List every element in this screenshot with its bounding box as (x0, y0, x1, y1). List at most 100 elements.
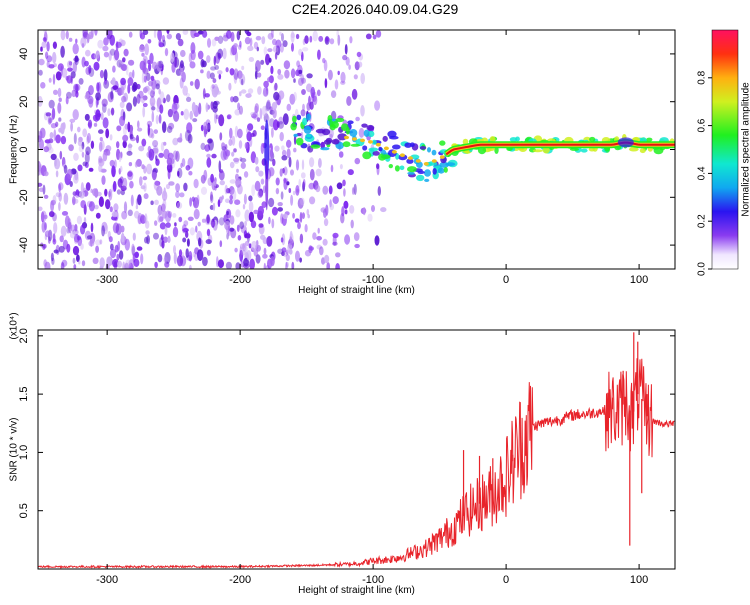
noise-blob (306, 73, 313, 79)
noise-blob (213, 55, 216, 66)
noise-blob (102, 103, 107, 113)
ridge-blob (349, 129, 358, 137)
noise-blob (354, 61, 360, 71)
noise-blob (322, 57, 326, 64)
noise-blob (245, 93, 252, 98)
noise-blob (85, 49, 91, 57)
noise-blob (117, 240, 121, 252)
noise-blob (218, 73, 222, 80)
noise-blob (319, 246, 324, 256)
ridge-blob (617, 137, 634, 148)
noise-blob (141, 96, 145, 104)
noise-blob (38, 206, 43, 212)
noise-blob (105, 199, 111, 210)
noise-blob (289, 233, 294, 245)
noise-blob (316, 89, 321, 97)
noise-blob (100, 112, 104, 121)
bottom-y-tick-label: 2.0 (18, 328, 30, 343)
noise-blob (180, 162, 183, 169)
noise-blob (119, 115, 125, 127)
noise-blob (328, 128, 334, 138)
noise-blob (122, 140, 127, 149)
noise-blob (187, 133, 193, 144)
noise-blob (344, 44, 348, 55)
noise-blob (332, 241, 338, 246)
noise-blob (296, 60, 300, 68)
noise-blob (248, 243, 252, 249)
noise-blob (82, 161, 88, 167)
snr-line (38, 358, 675, 569)
noise-blob (118, 152, 122, 163)
noise-blob (60, 45, 65, 58)
noise-blob (145, 230, 150, 235)
noise-blob (205, 239, 212, 245)
noise-blob (301, 159, 305, 170)
noise-blob (374, 235, 380, 246)
noise-blob (298, 77, 304, 86)
ridge-core-dot (439, 155, 445, 159)
noise-blob (142, 55, 148, 65)
noise-blob (317, 227, 320, 234)
noise-blob (203, 169, 208, 181)
noise-blob (220, 149, 227, 161)
noise-blob (142, 106, 146, 118)
noise-blob (247, 88, 254, 94)
noise-blob (194, 78, 200, 90)
bottom-y-multiplier: (x10⁴) (9, 312, 20, 339)
noise-blob (322, 185, 329, 195)
noise-blob (42, 243, 47, 249)
ridge-blob (646, 137, 653, 142)
noise-blob (291, 261, 295, 269)
noise-blob (81, 141, 85, 150)
noise-blob (53, 222, 58, 234)
noise-blob (108, 190, 111, 198)
streak-blob (265, 160, 269, 211)
bottom-y-tick-label: 1.5 (18, 386, 30, 401)
noise-blob (278, 116, 284, 125)
ridge-blob (392, 144, 401, 150)
noise-blob (111, 165, 116, 178)
noise-blob (222, 47, 227, 60)
noise-blob (75, 84, 79, 94)
noise-blob (157, 214, 162, 223)
noise-blob (286, 103, 292, 111)
noise-blob (173, 252, 177, 265)
noise-blob (113, 203, 119, 212)
noise-blob (209, 72, 215, 80)
ridge-blob (310, 144, 321, 149)
noise-blob (142, 64, 147, 74)
noise-blob (360, 105, 365, 117)
noise-blob (111, 211, 118, 218)
noise-blob (38, 135, 42, 143)
noise-blob (348, 64, 351, 70)
noise-blob (43, 259, 47, 267)
noise-blob (122, 125, 127, 136)
noise-blob (93, 53, 100, 60)
noise-blob (151, 111, 155, 123)
noise-blob (288, 156, 292, 168)
noise-blob (126, 102, 133, 112)
noise-blob (334, 79, 339, 90)
noise-blob (284, 69, 290, 79)
noise-blob (84, 113, 90, 121)
noise-blob (158, 152, 164, 158)
noise-blob (301, 89, 306, 95)
noise-blob (176, 202, 183, 209)
noise-blob (262, 185, 266, 194)
noise-blob (110, 90, 114, 100)
noise-blob (291, 42, 294, 52)
noise-blob (351, 88, 358, 100)
noise-blob (237, 184, 243, 195)
noise-blob (259, 107, 263, 120)
noise-blob (276, 121, 280, 128)
noise-blob (325, 36, 329, 44)
noise-blob (65, 96, 69, 105)
snr-line-group (38, 332, 675, 569)
noise-blob (297, 197, 304, 209)
noise-blob (185, 93, 190, 98)
noise-blob (161, 240, 165, 249)
noise-blob (41, 220, 46, 233)
noise-blob (124, 238, 130, 251)
noise-blob (251, 113, 257, 119)
noise-blob (229, 215, 235, 225)
